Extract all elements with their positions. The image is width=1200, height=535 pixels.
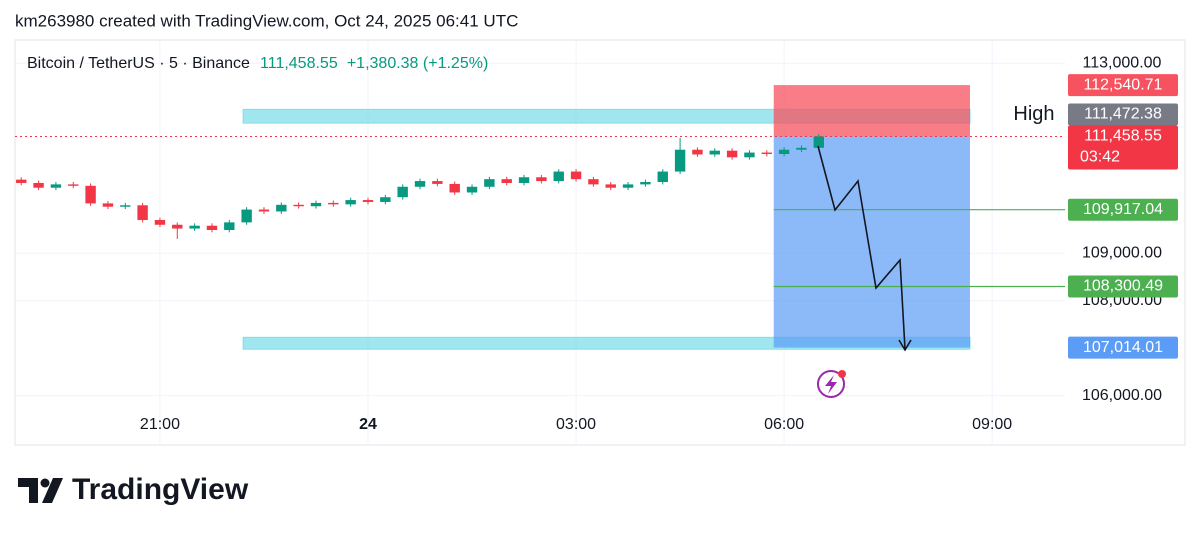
candle-body	[414, 181, 426, 187]
last-price-badge	[1068, 125, 1178, 170]
candle-body	[241, 209, 252, 223]
logo: TradingView	[18, 473, 249, 506]
x-tick-label: 24	[359, 416, 377, 433]
candle-body	[709, 150, 720, 155]
candle-body	[622, 184, 634, 188]
candle-body	[466, 186, 478, 193]
candle-body	[33, 182, 44, 188]
candle-body	[553, 171, 564, 182]
target-badge	[1068, 336, 1178, 359]
candle-body	[796, 147, 807, 150]
candle-body	[813, 136, 824, 148]
candle-body	[657, 171, 668, 183]
candle-body	[778, 149, 790, 154]
y-tick-label: 109,000.00	[1082, 244, 1162, 261]
candle-body	[137, 205, 148, 221]
last-price-badge-label: 111,458.55	[1084, 128, 1162, 145]
target-badge-label: 107,014.01	[1083, 339, 1163, 356]
legend-symbol: Bitcoin / TetherUS · 5 · Binance	[27, 55, 250, 72]
candle-body	[397, 186, 408, 198]
last-price-badge-countdown: 03:42	[1080, 149, 1120, 166]
candle-body	[570, 171, 582, 180]
candle-body	[154, 220, 166, 225]
brand: TradingView	[72, 473, 249, 506]
x-tick-label: 03:00	[556, 416, 596, 433]
candle-body	[345, 200, 356, 205]
candle-body	[328, 202, 339, 205]
candle-body	[380, 197, 391, 202]
high-name: High	[1013, 103, 1054, 125]
candle-body	[276, 204, 287, 212]
candle-body	[102, 203, 114, 207]
candle-body	[189, 225, 200, 229]
candle-body	[605, 184, 616, 188]
legend: Bitcoin / TetherUS · 5 · Binance 111,458…	[27, 55, 488, 72]
stop-badge	[1068, 74, 1178, 97]
candle-body	[674, 149, 686, 172]
logo-mark	[42, 478, 63, 503]
candle-body	[640, 182, 651, 185]
legend-change: +1,380.38 (+1.25%)	[347, 55, 488, 72]
candle-body	[50, 184, 62, 188]
candle-body	[518, 177, 530, 183]
candle-body	[536, 177, 547, 182]
candle-body	[484, 179, 495, 187]
candle-body	[432, 181, 443, 184]
candle-body	[16, 179, 27, 183]
candle-body	[224, 222, 235, 230]
stop-zone	[773, 85, 970, 137]
event-dot	[838, 370, 846, 378]
stop-badge-label: 112,540.71	[1084, 76, 1163, 93]
x-tick-label: 06:00	[764, 416, 804, 433]
logo-mark	[18, 478, 38, 503]
chart-border	[14, 39, 1186, 446]
take-profit-badge-label: 109,917.04	[1083, 201, 1163, 218]
take-profit-badge	[1068, 275, 1178, 298]
candle-body	[120, 205, 131, 207]
candle-body	[588, 179, 599, 185]
candle-body	[501, 179, 512, 183]
high-badge-label: 111,472.38	[1084, 106, 1162, 123]
candle-body	[206, 225, 218, 230]
high-badge	[1068, 103, 1178, 126]
candle-body	[692, 149, 703, 155]
candle-body	[726, 150, 738, 158]
candle-body	[761, 152, 772, 154]
candle-body	[744, 152, 755, 158]
candle-body	[68, 184, 79, 186]
x-tick-label: 21:00	[140, 416, 180, 433]
target-zone	[773, 136, 970, 348]
y-tick-label: 106,000.00	[1082, 387, 1162, 404]
x-tick-label: 09:00	[972, 416, 1012, 433]
attribution: km263980 created with TradingView.com, O…	[15, 11, 518, 30]
candle-body	[258, 209, 270, 212]
logo-mark	[40, 478, 50, 488]
legend-price: 111,458.55	[260, 55, 338, 72]
plot	[15, 40, 1065, 445]
take-profit-badge-label: 108,300.49	[1083, 278, 1163, 295]
candle-body	[449, 183, 460, 193]
take-profit-badge	[1068, 198, 1178, 221]
projection-arrow	[817, 145, 912, 352]
candle-body	[310, 202, 322, 207]
y-tick-label: 113,000.00	[1083, 54, 1162, 71]
candle-body	[172, 224, 183, 229]
event-icon	[825, 375, 837, 394]
candle-body	[85, 185, 96, 204]
candle-body	[293, 204, 304, 207]
candle-body	[362, 200, 374, 202]
